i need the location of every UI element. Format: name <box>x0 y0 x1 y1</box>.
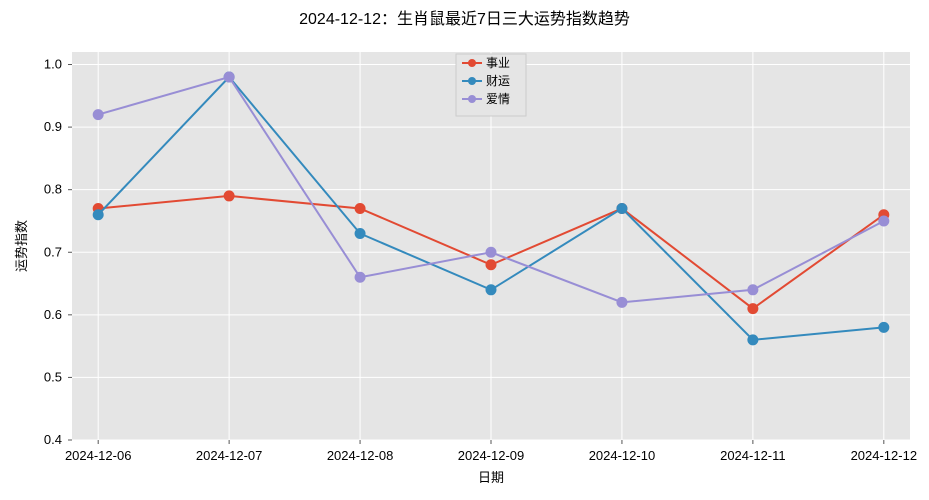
chart-title: 2024-12-12：生肖鼠最近7日三大运势指数趋势 <box>299 10 630 28</box>
y-tick-label: 0.5 <box>44 369 62 384</box>
series-marker <box>486 247 496 257</box>
y-tick-label: 0.6 <box>44 307 62 322</box>
series-marker <box>486 260 496 270</box>
y-axis-label: 运势指数 <box>14 220 29 272</box>
legend-label: 事业 <box>486 56 510 70</box>
series-marker <box>486 285 496 295</box>
legend-label: 财运 <box>486 74 510 88</box>
x-tick-label: 2024-12-12 <box>851 448 918 463</box>
x-tick-label: 2024-12-08 <box>327 448 394 463</box>
y-tick-label: 0.8 <box>44 182 62 197</box>
series-marker <box>879 322 889 332</box>
x-axis-label: 日期 <box>478 470 504 485</box>
series-marker <box>748 304 758 314</box>
x-tick-label: 2024-12-11 <box>720 448 786 463</box>
series-marker <box>93 210 103 220</box>
series-marker <box>617 297 627 307</box>
series-marker <box>224 72 234 82</box>
series-marker <box>355 272 365 282</box>
legend-label: 爱情 <box>486 92 510 106</box>
x-tick-label: 2024-12-07 <box>196 448 263 463</box>
series-marker <box>879 216 889 226</box>
x-tick-label: 2024-12-06 <box>65 448 132 463</box>
legend-marker <box>468 95 476 103</box>
line-chart: 0.4 0.5 0.6 0.7 0.8 0.9 1.0 2024-12-06 2024-12-0… <box>0 0 929 500</box>
y-tick-label: 0.4 <box>44 432 62 447</box>
series-marker <box>748 335 758 345</box>
series-marker <box>93 110 103 120</box>
y-tick-label: 1.0 <box>44 57 62 72</box>
chart-container: 0.4 0.5 0.6 0.7 0.8 0.9 1.0 2024-12-06 2024-12-0… <box>0 0 929 500</box>
legend-marker <box>468 59 476 67</box>
y-tick-label: 0.9 <box>44 119 62 134</box>
x-tick-label: 2024-12-09 <box>458 448 525 463</box>
x-tick-label: 2024-12-10 <box>589 448 656 463</box>
series-marker <box>617 203 627 213</box>
legend-marker <box>468 77 476 85</box>
series-marker <box>224 191 234 201</box>
series-marker <box>355 228 365 238</box>
y-tick-label: 0.7 <box>44 244 62 259</box>
series-marker <box>748 285 758 295</box>
series-marker <box>355 203 365 213</box>
